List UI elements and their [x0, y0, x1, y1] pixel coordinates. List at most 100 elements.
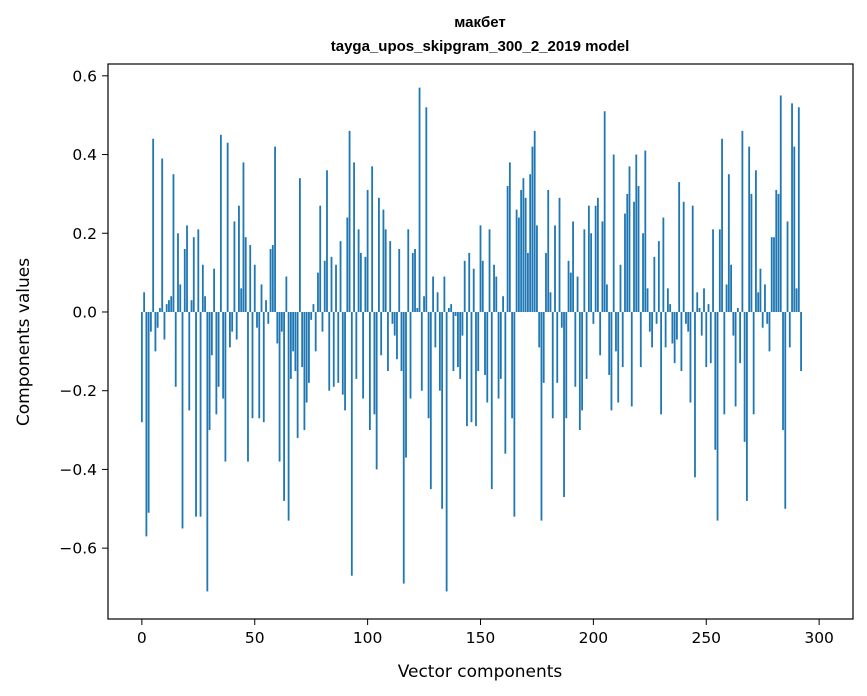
bar-component-95 — [355, 311, 358, 379]
bar-component-249 — [703, 288, 705, 312]
y-tick-label: 0.4 — [72, 146, 97, 164]
bar-component-178 — [542, 311, 545, 383]
bar-component-123 — [418, 87, 421, 312]
bar-component-162 — [506, 186, 509, 312]
bar-component-57 — [269, 249, 272, 312]
bar-component-194 — [578, 311, 581, 431]
bar-component-180 — [547, 189, 550, 312]
bar-component-228 — [655, 311, 658, 324]
bar-component-243 — [689, 311, 692, 403]
bar-component-258 — [723, 311, 726, 415]
bar-component-32 — [213, 268, 216, 312]
chart-subtitle: tayga_upos_skipgram_300_2_2019 model — [331, 38, 630, 55]
bar-component-213 — [621, 311, 624, 368]
bar-component-100 — [366, 189, 369, 312]
bar-component-166 — [515, 209, 518, 312]
bar-component-259 — [725, 284, 728, 312]
bar-component-36 — [222, 311, 225, 399]
bar-component-147 — [472, 268, 475, 312]
bar-component-263 — [734, 311, 737, 407]
bar-component-182 — [551, 311, 554, 419]
bar-component-172 — [529, 174, 532, 312]
bar-component-155 — [490, 311, 493, 490]
bar-component-267 — [743, 311, 746, 442]
bar-component-61 — [278, 311, 281, 462]
bar-component-207 — [608, 311, 611, 375]
bar-component-159 — [499, 311, 502, 379]
bar-component-262 — [732, 311, 735, 336]
bar-component-282 — [777, 193, 780, 312]
bar-component-186 — [560, 311, 563, 328]
bar-component-69 — [296, 311, 299, 438]
bar-component-91 — [346, 217, 349, 312]
bar-component-232 — [664, 311, 667, 348]
bar-component-25 — [197, 229, 200, 312]
bar-component-191 — [572, 221, 574, 312]
bar-component-274 — [759, 268, 762, 312]
bar-component-153 — [486, 311, 489, 403]
bar-component-22 — [190, 300, 193, 312]
bar-component-114 — [398, 249, 401, 312]
bar-component-43 — [238, 205, 240, 312]
bar-component-33 — [215, 311, 218, 415]
bar-component-253 — [712, 229, 714, 312]
bar-component-136 — [447, 308, 450, 312]
plot-frame — [107, 63, 854, 620]
bar-component-237 — [676, 311, 678, 340]
bar-component-272 — [755, 170, 757, 312]
bar-component-139 — [454, 311, 457, 316]
bar-component-65 — [287, 311, 290, 521]
bar-component-73 — [305, 311, 308, 403]
x-axis-label: Vector components — [398, 662, 563, 682]
bar-component-171 — [527, 252, 529, 312]
bar-component-101 — [368, 311, 371, 431]
bar-component-251 — [707, 304, 710, 312]
bar-component-203 — [599, 311, 602, 356]
x-tick-label: 100 — [353, 629, 383, 647]
bar-component-128 — [429, 311, 432, 490]
bar-component-51 — [256, 311, 258, 328]
bar-component-218 — [633, 201, 635, 312]
bar-component-273 — [757, 292, 760, 312]
x-tick-label: 200 — [579, 629, 609, 647]
bar-component-106 — [380, 311, 383, 356]
bar-component-204 — [601, 221, 604, 312]
bar-component-111 — [391, 311, 394, 324]
bar-component-256 — [718, 229, 721, 312]
bar-component-284 — [782, 311, 784, 431]
bar-component-202 — [596, 197, 599, 312]
bar-component-116 — [402, 311, 405, 584]
bar-component-163 — [508, 162, 511, 312]
bar-component-174 — [533, 130, 536, 312]
bar-component-56 — [267, 311, 270, 324]
bar-component-141 — [459, 311, 462, 379]
bar-component-209 — [612, 154, 615, 312]
bar-component-241 — [685, 311, 687, 324]
y-axis-label: Components values — [14, 258, 34, 426]
bar-component-88 — [339, 241, 342, 312]
bar-component-292 — [800, 311, 802, 372]
bar-component-154 — [488, 229, 491, 312]
bar-component-80 — [321, 311, 324, 332]
x-tick-label: 250 — [691, 629, 721, 647]
bar-component-212 — [619, 264, 622, 312]
bar-component-248 — [700, 311, 703, 336]
bar-component-222 — [642, 233, 644, 312]
bar-component-230 — [660, 311, 663, 415]
bar-component-115 — [400, 311, 403, 372]
bar-component-15 — [174, 311, 177, 387]
bar-component-266 — [741, 130, 744, 312]
bar-component-221 — [639, 311, 642, 368]
bar-component-235 — [671, 311, 674, 344]
bar-component-105 — [378, 197, 380, 312]
bar-component-275 — [761, 311, 764, 328]
bar-component-58 — [271, 245, 274, 312]
bar-component-42 — [235, 311, 238, 340]
bar-component-74 — [308, 311, 310, 383]
bar-component-145 — [468, 252, 471, 312]
bar-component-16 — [177, 233, 179, 312]
bar-component-142 — [461, 311, 464, 336]
bar-component-129 — [432, 276, 434, 312]
bar-component-62 — [280, 311, 283, 332]
bar-component-187 — [563, 311, 565, 497]
